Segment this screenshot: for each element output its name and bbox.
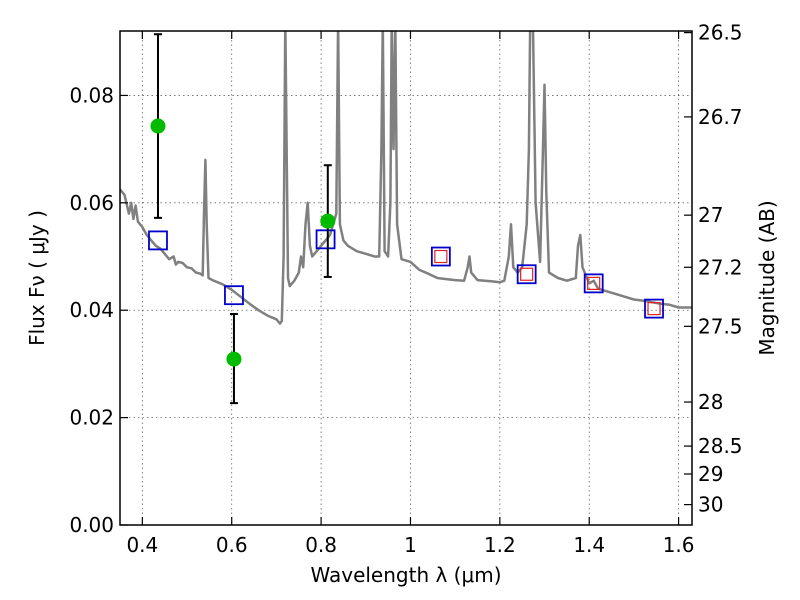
model-layer xyxy=(148,229,664,319)
model-inner-point xyxy=(434,249,448,264)
model-box-point xyxy=(644,298,664,319)
model-box-point xyxy=(516,264,537,285)
y-axis-title: Flux Fν ( μJy ) xyxy=(25,210,49,346)
model-box-point xyxy=(430,246,451,267)
right-tick-label: 27 xyxy=(698,203,723,227)
x-axis-title: Wavelength λ (μm) xyxy=(310,563,501,587)
right-tick-label: 26.7 xyxy=(698,105,743,129)
grid xyxy=(120,31,692,525)
model-box-point xyxy=(224,285,244,306)
x-tick-label: 1.4 xyxy=(573,533,605,557)
right-tick-label: 27.5 xyxy=(698,314,743,338)
right-tick-label: 26.5 xyxy=(698,21,743,45)
y-tick-label: 0.06 xyxy=(69,191,114,215)
x-tick-label: 1 xyxy=(404,533,417,557)
model-inner-point xyxy=(647,302,661,316)
observed-point xyxy=(320,213,336,229)
x-tick-label: 0.8 xyxy=(305,533,337,557)
y-tick-label: 0.08 xyxy=(69,83,114,107)
x-tick-label: 0.4 xyxy=(126,533,158,557)
x-tick-label: 0.6 xyxy=(216,533,248,557)
right-tick-label: 27.2 xyxy=(698,255,743,279)
observed-point xyxy=(150,118,166,134)
plot-frame xyxy=(119,30,693,526)
right-tick-label: 28.5 xyxy=(698,434,743,458)
model-box-point xyxy=(315,229,336,250)
right-axis-title: Magnitude (AB) xyxy=(755,200,779,355)
model-box-point xyxy=(148,230,168,251)
y-tick-label: 0.04 xyxy=(69,298,114,322)
model-inner-point xyxy=(587,276,601,290)
observed-point xyxy=(226,351,242,367)
model-box-point xyxy=(583,273,604,294)
right-tick-label: 30 xyxy=(698,493,723,517)
y-tick-label: 0.00 xyxy=(69,513,114,537)
ticks: 0.4 0.6 0.8 1 1.2 1.4 1.6 0.00 0.02 0.04 0.06 0.08 2… xyxy=(69,21,742,557)
model-inner-point xyxy=(520,267,534,281)
x-tick-label: 1.2 xyxy=(484,533,516,557)
right-tick-label: 28 xyxy=(698,390,723,414)
x-tick-label: 1.6 xyxy=(663,533,695,557)
spectrum-layer xyxy=(120,31,692,325)
observed-layer xyxy=(150,33,336,405)
spectrum-line xyxy=(120,31,692,325)
y-tick-label: 0.02 xyxy=(69,406,114,430)
right-tick-label: 29 xyxy=(698,462,723,486)
